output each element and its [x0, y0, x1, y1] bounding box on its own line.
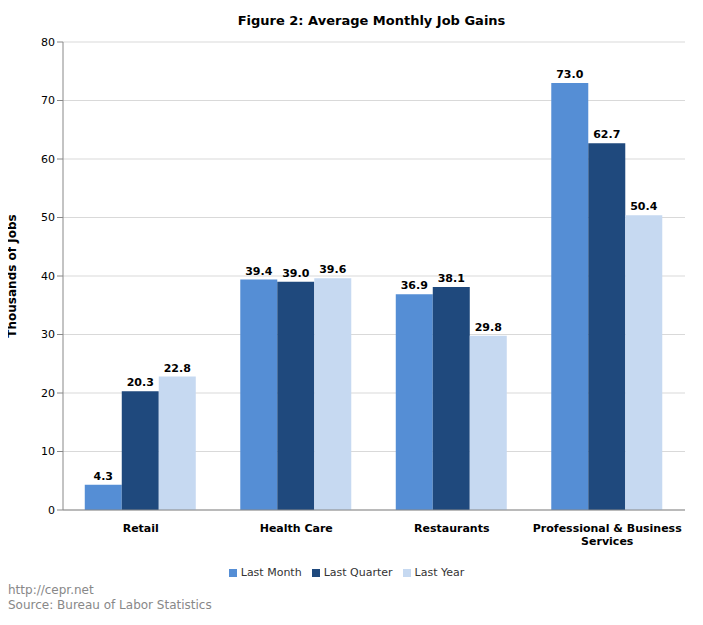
svg-text:36.9: 36.9	[401, 279, 428, 292]
svg-text:4.3: 4.3	[94, 470, 114, 483]
svg-text:38.1: 38.1	[438, 272, 465, 285]
svg-text:39.4: 39.4	[245, 265, 272, 278]
html-text:http://cepr.net: http://cepr.net	[8, 583, 94, 597]
html-text:Last Quarter: Last Quarter	[323, 566, 393, 579]
svg-text:62.7: 62.7	[593, 128, 620, 141]
svg-text:80: 80	[41, 36, 55, 49]
svg-text:70: 70	[41, 94, 55, 107]
svg-text:30: 30	[41, 328, 55, 341]
html-text:Figure 2: Average Monthly Job: Figure 2: Average Monthly Job Gains	[237, 13, 506, 28]
svg-text:40: 40	[41, 270, 55, 283]
svg-text:Restaurants: Restaurants	[414, 522, 490, 535]
svg-text:20.3: 20.3	[127, 376, 154, 389]
svg-text:60: 60	[41, 153, 55, 166]
svg-text:Professional & BusinessService: Professional & BusinessServices	[533, 522, 682, 548]
svg-text:0: 0	[48, 504, 55, 517]
svg-text:73.0: 73.0	[556, 68, 583, 81]
html-text:Last Month: Last Month	[240, 566, 302, 579]
svg-text:39.6: 39.6	[319, 263, 346, 276]
svg-text:50: 50	[41, 211, 55, 224]
svg-text:Retail: Retail	[123, 522, 159, 535]
html-text:Last Year: Last Year	[414, 566, 465, 579]
svg-text:10: 10	[41, 445, 55, 458]
svg-text:29.8: 29.8	[475, 321, 502, 334]
svg-text:22.8: 22.8	[164, 362, 191, 375]
svg-text:20: 20	[41, 387, 55, 400]
svg-text:39.0: 39.0	[282, 267, 309, 280]
svg-text:50.4: 50.4	[630, 200, 657, 213]
svg-text:Thousands of Jobs: Thousands of Jobs	[8, 214, 19, 337]
html-text:Source: Bureau of Labor Statis: Source: Bureau of Labor Statistics	[8, 598, 212, 612]
svg-text:Health Care: Health Care	[260, 522, 333, 535]
